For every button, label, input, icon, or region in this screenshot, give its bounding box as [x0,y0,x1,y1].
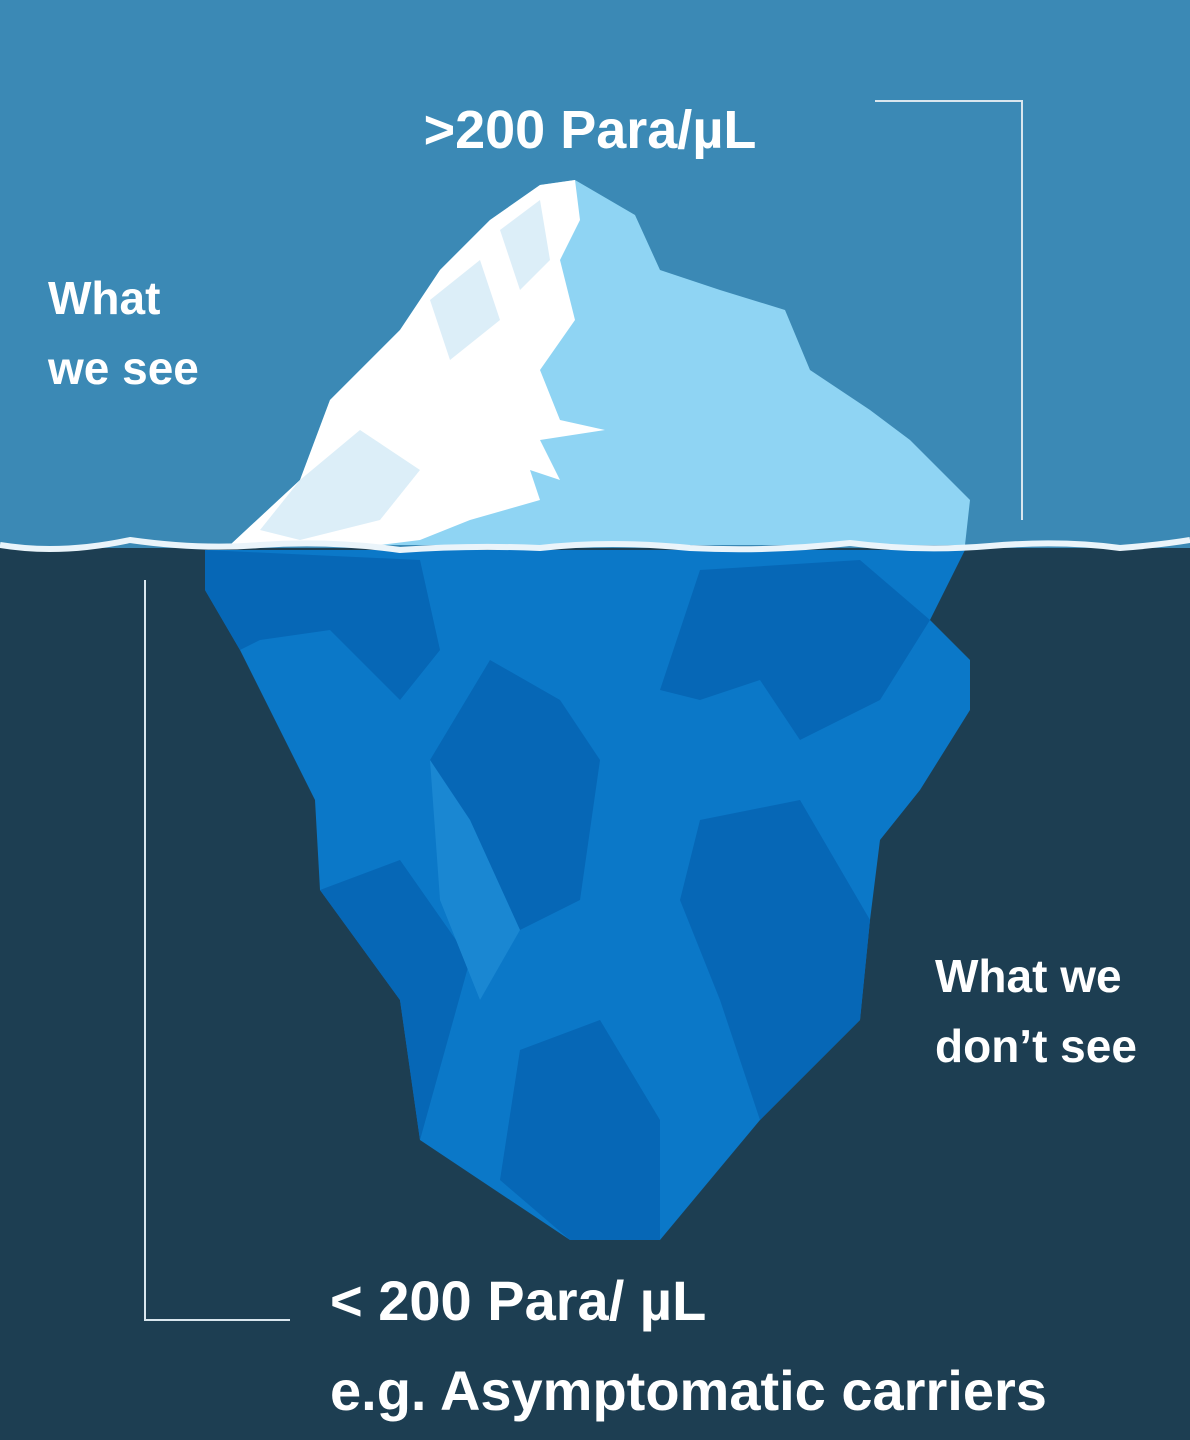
top-label: we see [47,342,199,394]
top-threshold: >200 Para/µL [424,100,757,160]
bottom-label: What we [935,950,1122,1002]
bottom-label: don’t see [935,1020,1137,1072]
bottom-threshold: < 200 Para/ µL [330,1269,706,1332]
iceberg-diagram: >200 Para/µL What we see What we don’t s… [0,0,1190,1440]
bottom-example: e.g. Asymptomatic carriers [330,1359,1047,1422]
top-label: What [48,272,160,324]
page: >200 Para/µL What we see What we don’t s… [0,0,1190,1440]
